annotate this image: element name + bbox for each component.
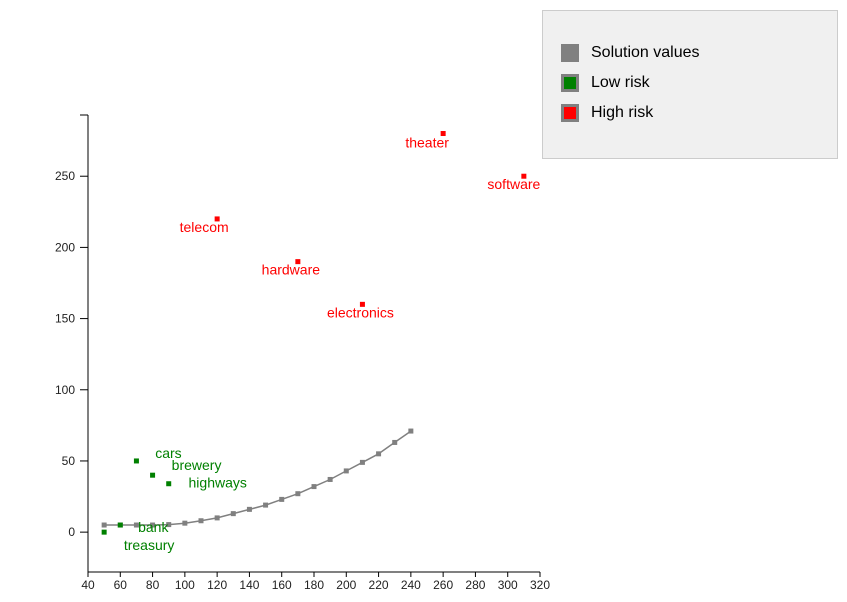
x-tick-label: 260 xyxy=(433,578,453,592)
x-tick-label: 300 xyxy=(498,578,518,592)
x-tick-label: 120 xyxy=(207,578,227,592)
legend-item-high-risk[interactable]: High risk xyxy=(561,103,653,123)
data-point[interactable] xyxy=(182,520,188,526)
axes: 40 60 80 100 120 140 160 180 200 220 240 260 280 300 3… xyxy=(55,114,550,592)
x-tick-label: 80 xyxy=(146,578,160,592)
legend-label-low-risk: Low risk xyxy=(591,74,650,91)
point-label-bank: bank xyxy=(138,519,169,535)
x-tick-label: 40 xyxy=(81,578,95,592)
y-tick-label: 200 xyxy=(55,240,75,254)
x-tick-label: 140 xyxy=(239,578,259,592)
series-high-risk xyxy=(214,131,527,307)
data-point[interactable] xyxy=(392,439,398,445)
legend-swatch-high-risk xyxy=(561,104,579,122)
data-point[interactable] xyxy=(359,301,365,307)
data-point[interactable] xyxy=(246,506,252,512)
data-point[interactable] xyxy=(166,522,172,528)
point-label-highways: highways xyxy=(189,475,247,491)
data-point[interactable] xyxy=(376,451,382,457)
series-line xyxy=(104,430,412,526)
legend-swatch-low-risk xyxy=(561,74,579,92)
point-label-telecom: telecom xyxy=(180,219,229,235)
data-point[interactable] xyxy=(133,458,139,464)
point-label-hardware: hardware xyxy=(262,262,321,278)
data-point[interactable] xyxy=(133,522,139,528)
data-point[interactable] xyxy=(440,131,446,137)
x-tick-label: 280 xyxy=(465,578,485,592)
point-label-treasury: treasury xyxy=(124,537,175,553)
data-point[interactable] xyxy=(279,496,285,502)
data-point[interactable] xyxy=(214,515,220,521)
x-tick-label: 200 xyxy=(336,578,356,592)
data-point[interactable] xyxy=(150,472,156,478)
data-point[interactable] xyxy=(230,511,236,517)
legend-item-low-risk[interactable]: Low risk xyxy=(561,73,650,93)
y-tick-label: 50 xyxy=(62,454,76,468)
x-tick-label: 60 xyxy=(114,578,128,592)
data-point[interactable] xyxy=(327,476,333,482)
y-tick-label: 100 xyxy=(55,383,75,397)
x-tick-label: 180 xyxy=(304,578,324,592)
point-label-theater: theater xyxy=(405,135,449,151)
x-tick-label: 100 xyxy=(175,578,195,592)
point-label-electronics: electronics xyxy=(327,304,394,320)
legend-label-high-risk: High risk xyxy=(591,104,654,121)
point-label-software: software xyxy=(487,176,540,192)
x-tick-label: 320 xyxy=(530,578,550,592)
data-point[interactable] xyxy=(166,481,172,487)
data-point[interactable] xyxy=(214,216,220,222)
data-point[interactable] xyxy=(101,529,107,535)
legend-item-solution-values[interactable]: Solution values xyxy=(561,43,700,63)
legend-swatch-solution-values xyxy=(561,44,579,62)
x-tick-label: 220 xyxy=(369,578,389,592)
series-layer xyxy=(101,131,527,535)
data-point[interactable] xyxy=(101,522,107,528)
data-point[interactable] xyxy=(198,518,204,524)
legend-label-solution-values: Solution values xyxy=(591,44,700,61)
point-label-brewery: brewery xyxy=(172,457,222,473)
x-tick-label: 240 xyxy=(401,578,421,592)
y-tick-label: 150 xyxy=(55,312,75,326)
data-point[interactable] xyxy=(263,502,269,508)
data-point[interactable] xyxy=(408,428,414,434)
data-point[interactable] xyxy=(117,522,123,528)
y-tick-label: 0 xyxy=(68,525,75,539)
x-tick-label: 160 xyxy=(272,578,292,592)
data-point[interactable] xyxy=(359,459,365,465)
series-solution-values xyxy=(101,428,414,528)
data-point[interactable] xyxy=(311,484,317,490)
data-point[interactable] xyxy=(150,522,156,528)
data-point[interactable] xyxy=(295,259,301,265)
point-label-cars: cars xyxy=(155,445,181,461)
data-point[interactable] xyxy=(295,491,301,497)
data-point[interactable] xyxy=(343,468,349,474)
y-tick-label: 250 xyxy=(55,169,75,183)
data-point[interactable] xyxy=(521,173,527,179)
series-low-risk xyxy=(101,458,172,535)
legend: Solution values Low risk High risk xyxy=(542,10,838,159)
